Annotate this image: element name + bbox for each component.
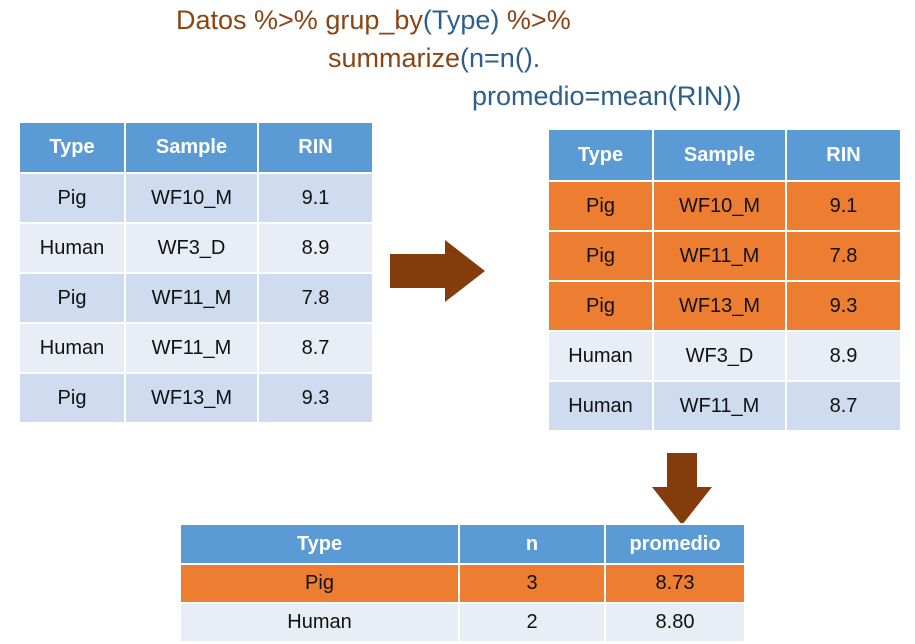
cell-sample: WF11_M (652, 230, 787, 282)
input-table: Type Sample RIN Pig WF10_M 9.1 Human WF3… (18, 121, 374, 424)
table-row: Pig WF10_M 9.1 (547, 180, 902, 232)
cell-sample: WF13_M (652, 280, 787, 332)
table-row: Human WF3_D 8.9 (547, 330, 902, 382)
cell-sample: WF13_M (124, 372, 259, 424)
cell-rin: 7.8 (785, 230, 902, 282)
arrow-right-icon (390, 240, 485, 302)
table-header-row: Type n promedio (179, 523, 746, 565)
code-promedio: promedio=mean(RIN)) (472, 81, 742, 111)
cell-type: Pig (18, 172, 126, 224)
cell-rin: 8.9 (785, 330, 902, 382)
cell-type: Human (18, 322, 126, 374)
cell-n: 3 (458, 563, 606, 604)
cell-type: Human (547, 380, 654, 432)
cell-type: Human (179, 602, 460, 643)
summary-table: Type n promedio Pig 3 8.73 Human 2 8.80 (179, 523, 746, 643)
header-sample: Sample (124, 121, 259, 174)
table-row: Pig WF11_M 7.8 (547, 230, 902, 282)
cell-rin: 7.8 (257, 272, 374, 324)
code-line-2: summarize(n=n(). (328, 40, 540, 76)
code-groupby-arg: (Type) (422, 5, 500, 35)
header-rin: RIN (257, 121, 374, 174)
code-line-3: promedio=mean(RIN)) (472, 78, 741, 114)
cell-sample: WF10_M (652, 180, 787, 232)
header-rin: RIN (785, 128, 902, 182)
code-summarize-arg: (n=n(). (460, 43, 541, 73)
cell-rin: 9.1 (257, 172, 374, 224)
cell-rin: 9.3 (257, 372, 374, 424)
cell-n: 2 (458, 602, 606, 643)
table-header-row: Type Sample RIN (547, 128, 902, 182)
cell-type: Human (18, 222, 126, 274)
table-row: Human WF11_M 8.7 (547, 380, 902, 432)
cell-sample: WF10_M (124, 172, 259, 224)
grouped-table: Type Sample RIN Pig WF10_M 9.1 Pig WF11_… (547, 128, 902, 432)
header-n: n (458, 523, 606, 565)
cell-type: Pig (547, 180, 654, 232)
code-line-1: Datos %>% grup_by(Type) %>% (176, 2, 571, 38)
code-pipe-groupby: Datos %>% grup_by (176, 5, 423, 35)
table-row: Human WF3_D 8.9 (18, 222, 374, 274)
table-row: Pig WF11_M 7.8 (18, 272, 374, 324)
cell-rin: 8.7 (257, 322, 374, 374)
cell-type: Pig (18, 372, 126, 424)
header-type: Type (179, 523, 460, 565)
cell-promedio: 8.73 (604, 563, 746, 604)
cell-rin: 8.7 (785, 380, 902, 432)
table-row: Pig WF13_M 9.3 (18, 372, 374, 424)
cell-sample: WF11_M (124, 272, 259, 324)
table-row: Pig WF13_M 9.3 (547, 280, 902, 332)
table-row: Human WF11_M 8.7 (18, 322, 374, 374)
header-promedio: promedio (604, 523, 746, 565)
table-row: Pig WF10_M 9.1 (18, 172, 374, 224)
table-header-row: Type Sample RIN (18, 121, 374, 174)
cell-sample: WF11_M (652, 380, 787, 432)
cell-type: Pig (18, 272, 126, 324)
cell-rin: 9.3 (785, 280, 902, 332)
cell-sample: WF3_D (124, 222, 259, 274)
cell-sample: WF3_D (652, 330, 787, 382)
code-summarize: summarize (328, 43, 461, 73)
cell-rin: 9.1 (785, 180, 902, 232)
cell-type: Pig (547, 230, 654, 282)
cell-promedio: 8.80 (604, 602, 746, 643)
header-type: Type (547, 128, 654, 182)
cell-type: Human (547, 330, 654, 382)
cell-type: Pig (547, 280, 654, 332)
table-row: Pig 3 8.73 (179, 563, 746, 604)
cell-rin: 8.9 (257, 222, 374, 274)
cell-sample: WF11_M (124, 322, 259, 374)
header-type: Type (18, 121, 126, 174)
cell-type: Pig (179, 563, 460, 604)
table-row: Human 2 8.80 (179, 602, 746, 643)
code-pipe: %>% (499, 5, 571, 35)
arrow-down-icon (652, 453, 712, 525)
header-sample: Sample (652, 128, 787, 182)
